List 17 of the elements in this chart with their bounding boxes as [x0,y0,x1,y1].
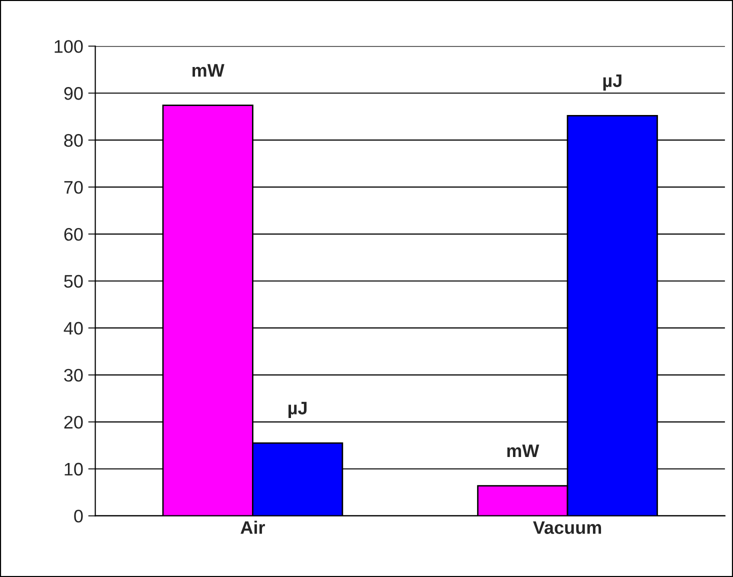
series-label: µJ [288,402,307,418]
x-tick-label: Vacuum [533,521,602,534]
y-tick-label: 20 [64,416,83,429]
y-tick-label: 50 [64,274,83,288]
y-tick-label: 0 [74,510,83,523]
y-tick-label: 80 [64,134,83,147]
y-tick-label: 30 [64,368,83,382]
x-tick-label: Air [240,520,265,534]
y-tick-label: 90 [64,87,83,100]
text: mW [507,444,540,458]
series-label: mW [192,64,224,77]
y-tick-label: 10 [64,462,83,476]
y-tick-label: 100 [54,40,83,53]
y-tick-label: 60 [64,228,83,241]
y-tick-label: 70 [64,181,83,194]
text: µJ [603,74,622,91]
y-tick-label: 40 [64,322,83,335]
